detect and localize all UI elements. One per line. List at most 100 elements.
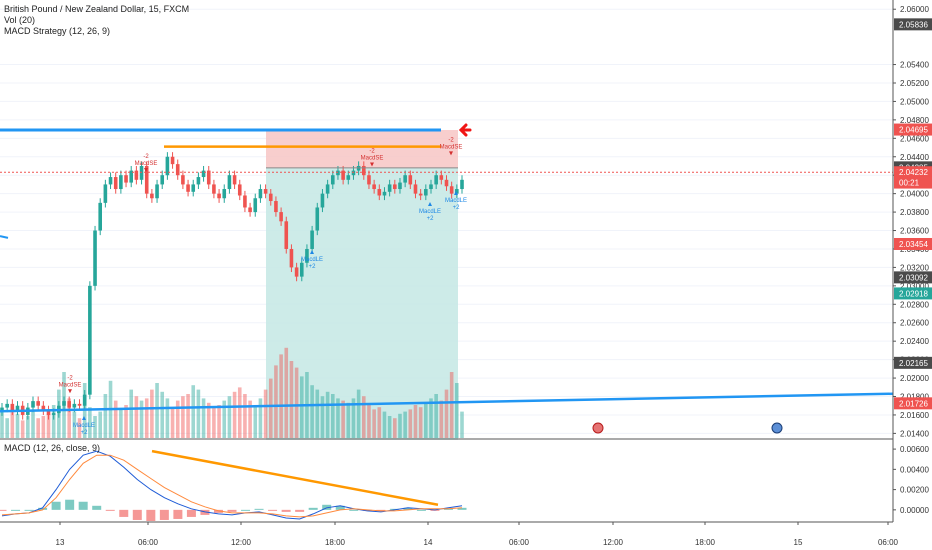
volume-bar [212, 407, 216, 438]
price-tick-label: 2.01800 [900, 393, 929, 402]
candle-body [227, 175, 232, 190]
candle-body [424, 189, 428, 196]
buy-arrow-icon [428, 202, 432, 207]
price-tick-label: 2.04800 [900, 116, 929, 125]
candle-body [434, 175, 438, 185]
volume-bar [129, 389, 134, 438]
volume-bar [119, 409, 123, 438]
price-badge-label: 00:21 [899, 179, 920, 188]
candle-body [455, 189, 459, 194]
candle-body [88, 285, 92, 395]
volume-bar [46, 413, 51, 438]
candle-body [248, 207, 252, 213]
price-tick-label: 2.03800 [900, 208, 929, 217]
macd-hist-bar [254, 508, 264, 510]
event-flag-icon [771, 422, 783, 434]
buy-signal-qty: +2 [453, 205, 461, 211]
volume-bar [15, 413, 20, 438]
candle-body [144, 165, 149, 194]
candle-body [175, 164, 180, 176]
price-tick-label: 2.05000 [900, 97, 929, 106]
volume-bar [294, 367, 299, 438]
time-tick-label: 06:00 [878, 538, 899, 547]
symbol-title: British Pound / New Zealand Dollar, 15, … [4, 4, 190, 14]
volume-bar [403, 411, 407, 438]
macd-hist-bar [0, 509, 7, 511]
candle-body [67, 401, 71, 408]
volume-bar [165, 398, 170, 438]
candle-body [108, 177, 113, 185]
candle-body [294, 267, 299, 277]
macd-hist-bar [241, 509, 251, 511]
volume-bar [418, 407, 423, 438]
candle-body [274, 201, 278, 213]
volume-bar [367, 405, 371, 438]
candle-body [413, 184, 418, 194]
macd-hist-bar [281, 509, 291, 512]
candle-body [284, 221, 289, 249]
candle-body [346, 175, 351, 180]
arrow-marker [458, 123, 472, 137]
volume-bar [170, 407, 175, 438]
candle-body [429, 184, 433, 190]
candle-body [237, 184, 242, 196]
price-badge-label: 2.02918 [899, 289, 928, 298]
macd-legend: MACD (12, 26, close, 9) [4, 443, 101, 453]
time-tick-label: 18:00 [695, 538, 716, 547]
candle-body [403, 175, 407, 183]
volume-bar [191, 385, 196, 438]
sell-signal-qty: -2 [143, 154, 149, 160]
volume-bar [243, 394, 247, 438]
sell-signal-label: MacdSE [135, 161, 158, 167]
price-tick-label: 2.06000 [900, 5, 929, 14]
short-position-zone [266, 130, 458, 168]
volume-bar [248, 400, 252, 438]
price-tick-label: 2.02400 [900, 337, 929, 346]
volume-bar [93, 416, 97, 438]
price-tick-label: 2.01600 [900, 411, 929, 420]
support-trendline [0, 392, 894, 413]
volume-bar [88, 407, 92, 438]
volume-bar [299, 376, 304, 438]
macd-hist-bar [186, 509, 196, 517]
macd-hist-bar [38, 507, 48, 510]
time-tick-label: 06:00 [509, 538, 530, 547]
macd-hist-bar [295, 509, 305, 512]
time-tick-label: 12:00 [231, 538, 252, 547]
volume-bar [382, 411, 387, 438]
volume-bar [139, 400, 144, 438]
price-tick-label: 2.02800 [900, 300, 929, 309]
volume-bar [460, 411, 464, 438]
volume-bar [372, 409, 376, 438]
candle-body [382, 191, 387, 196]
macd-hist-bar [119, 509, 129, 517]
candle-body [155, 184, 159, 199]
candle-body [253, 198, 258, 213]
price-badge [894, 123, 932, 136]
candle-body [367, 175, 371, 185]
time-tick-label: 12:00 [603, 538, 624, 547]
macd-hist-bar [11, 509, 21, 511]
event-flag-icon [592, 422, 604, 434]
macd-hist-bar [416, 509, 426, 511]
macd-hist-bar [389, 508, 399, 510]
volume-bar [325, 391, 330, 438]
candles [0, 152, 464, 420]
volume-bar [10, 407, 15, 438]
buy-signal-qty: +2 [309, 264, 317, 270]
macd-tick-label: 0.00200 [900, 486, 929, 495]
macd-tick-label: 0.00400 [900, 465, 929, 474]
buy-signal-qty: +2 [81, 430, 89, 436]
buy-arrow-icon [310, 249, 314, 254]
sell-signal-label: MacdSE [361, 155, 384, 161]
volume-bar [315, 389, 320, 438]
candle-body [289, 248, 294, 268]
price-badge-label: 2.03454 [899, 240, 928, 249]
sell-arrow-icon [449, 151, 453, 156]
buy-signal-label: MacdLE [73, 423, 95, 429]
candle-body [263, 189, 268, 194]
candle-body [36, 401, 40, 406]
candle-body [444, 179, 449, 187]
macd-hist-bar [403, 507, 413, 510]
